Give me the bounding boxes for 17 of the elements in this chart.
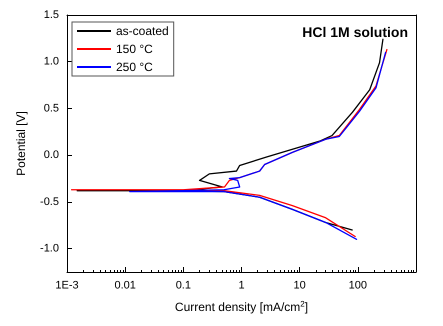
x-tick-label: 1 bbox=[238, 280, 245, 292]
y-tick-label: -0.5 bbox=[40, 196, 59, 208]
x-tick-label: 1E-3 bbox=[55, 280, 79, 292]
legend-label: 150 °C bbox=[116, 42, 154, 56]
y-tick-label: -1.0 bbox=[40, 242, 59, 255]
x-tick-label: 100 bbox=[348, 280, 368, 292]
x-tick-label: 0.1 bbox=[176, 280, 191, 292]
y-tick-label: 1.0 bbox=[44, 56, 59, 68]
legend-label: 250 °C bbox=[116, 60, 154, 74]
y-tick-label: 1.5 bbox=[44, 9, 59, 21]
text: HCl 1M solution bbox=[302, 24, 408, 40]
y-tick-label: 0.0 bbox=[44, 149, 59, 162]
x-tick-label: 10 bbox=[294, 280, 306, 292]
y-axis-title: Potential [V] bbox=[14, 111, 28, 176]
legend-label: as-coated bbox=[116, 24, 169, 38]
x-tick-label: 0.01 bbox=[114, 280, 136, 292]
y-tick-label: 0.5 bbox=[44, 102, 59, 114]
